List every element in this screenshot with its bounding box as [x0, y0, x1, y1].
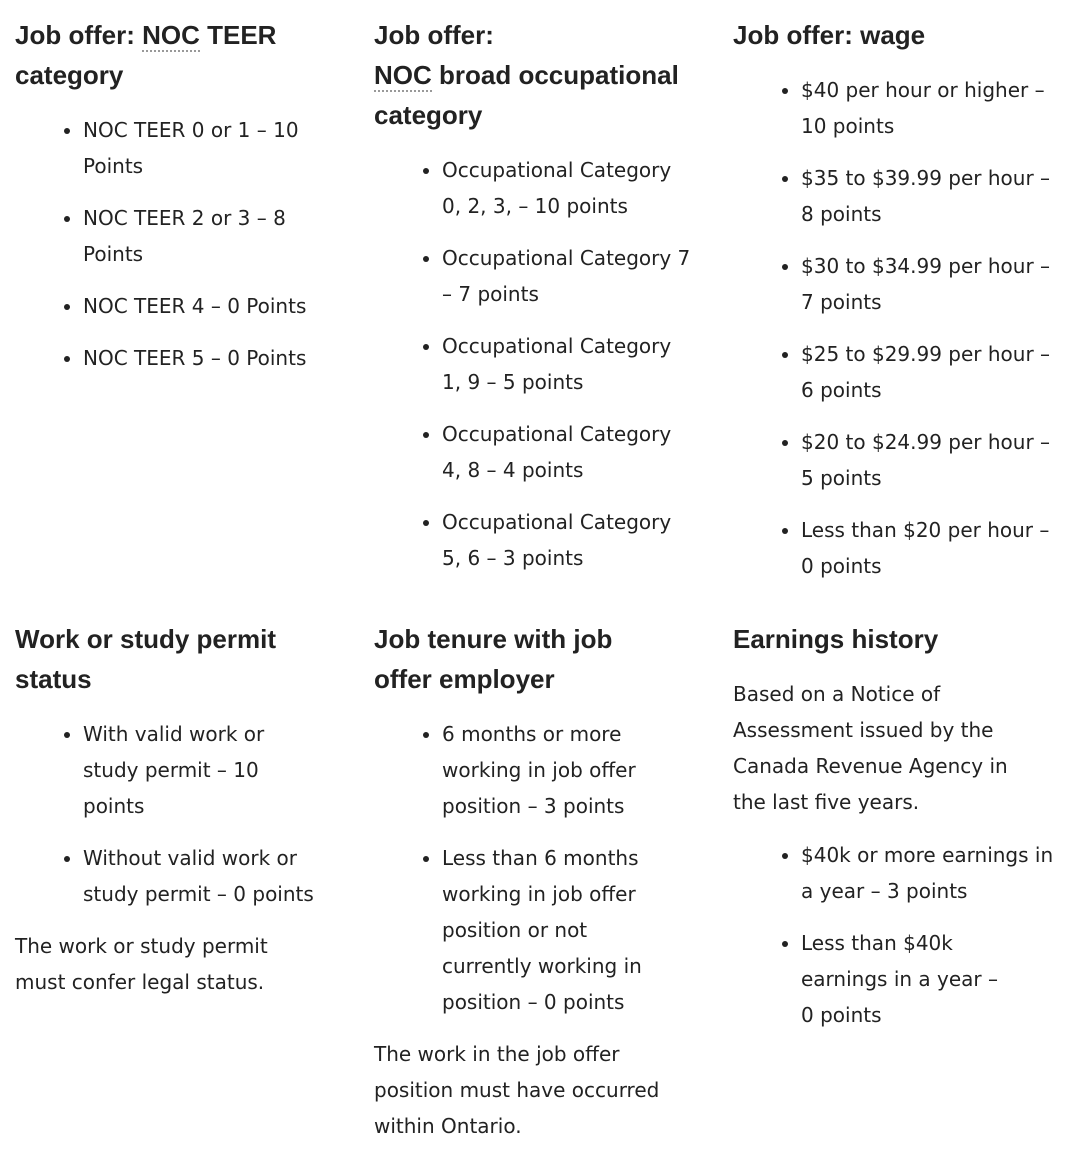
points-list: $40k or more earnings in a year – 3 poin… — [733, 837, 1063, 1033]
list-item: Less than $40k earnings in a year – 0 po… — [801, 925, 1011, 1033]
list-item: NOC TEER 2 or 3 – 8 Points — [83, 200, 345, 272]
section-heading: Job offer: NOC TEER category — [15, 15, 345, 95]
list-item: $30 to $34.99 per hour – 7 points — [801, 248, 1063, 320]
section-heading: Job offer: NOC broad occupational categor… — [374, 15, 694, 135]
points-list: 6 months or more working in job offer po… — [374, 716, 684, 1020]
section-noc-teer: Job offer: NOC TEER category NOC TEER 0 … — [15, 15, 345, 392]
heading-text: broad occupational category — [374, 60, 679, 130]
noc-abbreviation[interactable]: NOC — [374, 60, 432, 92]
list-item: $20 to $24.99 per hour – 5 points — [801, 424, 1063, 496]
list-item: Without valid work or study permit – 0 p… — [83, 840, 345, 912]
section-heading: Job offer: wage — [733, 20, 926, 50]
list-item: $40 per hour or higher – 10 points — [801, 72, 1063, 144]
list-item: $35 to $39.99 per hour – 8 points — [801, 160, 1063, 232]
list-item: NOC TEER 4 – 0 Points — [83, 288, 345, 324]
section-note: The work or study permit must confer leg… — [15, 934, 268, 994]
list-item: Occupational Category 0, 2, 3, – 10 poin… — [442, 152, 694, 224]
section-heading: Work or study permit status — [15, 624, 277, 694]
section-intro: Based on a Notice of Assessment issued b… — [733, 682, 1008, 814]
list-item: With valid work or study permit – 10 poi… — [83, 716, 283, 824]
points-list: $40 per hour or higher – 10 points $35 t… — [733, 72, 1063, 584]
section-heading: Earnings history — [733, 624, 939, 654]
section-earnings-history: Earnings history Based on a Notice of As… — [733, 619, 1063, 1049]
section-wage: Job offer: wage $40 per hour or higher –… — [733, 15, 1063, 600]
heading-text: TEER category — [15, 20, 277, 90]
list-item: Occupational Category 4, 8 – 4 points — [442, 416, 694, 488]
points-list: NOC TEER 0 or 1 – 10 Points NOC TEER 2 o… — [15, 112, 345, 376]
list-item: $25 to $29.99 per hour – 6 points — [801, 336, 1063, 408]
section-note: The work in the job offer position must … — [374, 1042, 660, 1138]
list-item: Less than 6 months working in job offer … — [442, 840, 657, 1020]
section-job-tenure: Job tenure with job offer employer 6 mon… — [374, 619, 684, 1144]
heading-text: Job offer: — [15, 20, 143, 50]
section-heading: Job tenure with job offer employer — [374, 624, 613, 694]
list-item: Occupational Category 7 – 7 points — [442, 240, 694, 312]
points-list: Occupational Category 0, 2, 3, – 10 poin… — [374, 152, 694, 576]
points-list: With valid work or study permit – 10 poi… — [15, 716, 345, 912]
list-item: 6 months or more working in job offer po… — [442, 716, 657, 824]
list-item: Occupational Category 1, 9 – 5 points — [442, 328, 694, 400]
list-item: Occupational Category 5, 6 – 3 points — [442, 504, 694, 576]
list-item: NOC TEER 5 – 0 Points — [83, 340, 345, 376]
list-item: $40k or more earnings in a year – 3 poin… — [801, 837, 1063, 909]
heading-text: Job offer: — [374, 20, 494, 50]
list-item: NOC TEER 0 or 1 – 10 Points — [83, 112, 345, 184]
section-noc-broad-category: Job offer: NOC broad occupational categor… — [374, 15, 694, 592]
noc-abbreviation[interactable]: NOC — [142, 20, 200, 52]
list-item: Less than $20 per hour – 0 points — [801, 512, 1063, 584]
section-permit-status: Work or study permit status With valid w… — [15, 619, 345, 1000]
